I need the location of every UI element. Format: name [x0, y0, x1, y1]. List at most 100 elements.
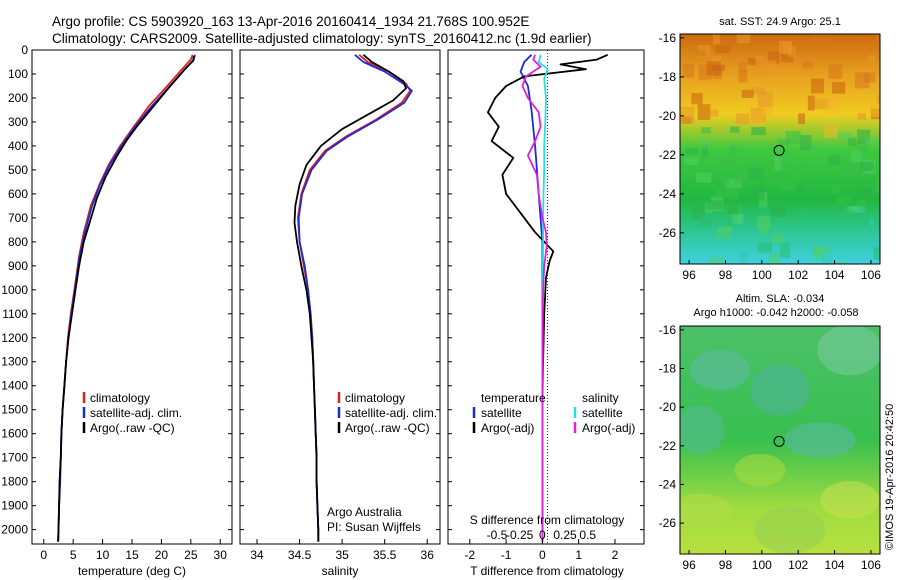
- x-tick-label: 35: [335, 548, 349, 562]
- sst-texture-cell: [840, 209, 854, 217]
- difference-lines: [486, 53, 609, 542]
- sst-texture-cell: [842, 163, 858, 177]
- x-tick-label: 5: [70, 548, 77, 562]
- map-y-tick-label: -22: [659, 148, 677, 162]
- x-tick-label: 2: [612, 548, 619, 562]
- sst-map: sat. SST: 24.9 Argo: 25.1 96 98 100 102 104 1…: [659, 16, 882, 282]
- sst-texture-cell: [728, 200, 738, 215]
- sst-texture-cell: [763, 60, 777, 71]
- sst-texture-cell: [695, 172, 712, 183]
- map-x-tick-label: 98: [719, 558, 733, 572]
- sst-texture-cell: [757, 242, 772, 253]
- x-tick-label: 25: [184, 548, 198, 562]
- sst-texture-cell: [800, 135, 812, 151]
- series-argo-raw-qc-: [57, 55, 195, 542]
- x-tick-label: 20: [155, 548, 169, 562]
- sst-texture-cell: [807, 95, 815, 111]
- depth-tick-label: 0: [21, 43, 28, 57]
- depth-tick-label: 1500: [1, 403, 28, 417]
- sla-texture-blob: [784, 422, 856, 458]
- sst-texture-cell: [810, 35, 819, 45]
- sst-texture-cell: [720, 176, 730, 187]
- legend-temperature-heading: temperature: [481, 391, 546, 405]
- sst-texture-cell: [709, 109, 719, 117]
- map-y-tick-label: -24: [659, 187, 677, 201]
- x-tick-label: 30: [214, 548, 228, 562]
- depth-tick-label: 900: [8, 259, 28, 273]
- sla-subtitle: Argo h1000: -0.042 h2000: -0.058: [693, 307, 858, 319]
- map-y-tick-label: -18: [659, 70, 677, 84]
- legend-argo: Argo(..raw -QC): [90, 421, 175, 435]
- sst-texture-cell: [748, 167, 764, 180]
- sla-texture-blob: [734, 453, 786, 487]
- sst-texture-cell: [796, 211, 812, 220]
- sst-texture-cell: [699, 213, 710, 228]
- map-x-tick-label: 104: [825, 558, 845, 572]
- sst-texture-cell: [851, 150, 862, 162]
- sst-texture-cell: [802, 61, 813, 69]
- x-tick-label: 35.5: [373, 548, 397, 562]
- series-satellite-adj-clim-: [57, 54, 196, 542]
- sst-texture-cell: [770, 203, 786, 218]
- series-temperature-argo-adj-: [486, 53, 609, 542]
- sst-texture-cell: [757, 91, 773, 107]
- legend-satellite: satellite-adj. clim.: [345, 406, 437, 420]
- sst-texture-cell: [739, 252, 748, 264]
- sst-texture-cell: [712, 64, 725, 71]
- sst-texture-cell: [738, 62, 747, 73]
- sst-title: sat. SST: 24.9 Argo: 25.1: [719, 16, 841, 28]
- sst-texture-cell: [768, 51, 780, 64]
- legend-t-argo: Argo(-adj): [481, 421, 534, 435]
- argo-location-marker: [773, 144, 785, 156]
- sst-texture-cell: [857, 113, 867, 120]
- depth-tick-label: 600: [8, 187, 28, 201]
- sst-texture-cell: [828, 64, 843, 79]
- sst-texture-cell: [724, 213, 733, 227]
- x-tick-label: 0: [539, 548, 546, 562]
- header-line1: Argo profile: CS 5903920_163 13-Apr-2016…: [52, 14, 530, 29]
- map-y-tick-label: -20: [659, 109, 677, 123]
- map-x-tick-label: 106: [861, 558, 881, 572]
- sst-texture-cell: [747, 58, 756, 65]
- sst-texture-cell: [847, 137, 857, 147]
- x-tick-label: 34.5: [288, 548, 312, 562]
- sst-texture-cell: [768, 253, 780, 264]
- map-y-tick-label: -26: [659, 516, 677, 530]
- series-temperature-satellite: [519, 54, 544, 542]
- sst-texture-cell: [701, 143, 708, 158]
- sla-texture-blob: [680, 405, 725, 455]
- sst-texture-cell: [697, 104, 711, 120]
- sst-texture-cell: [736, 34, 751, 44]
- sla-texture-blob: [817, 326, 880, 376]
- x-tick-label: 0: [40, 548, 47, 562]
- depth-tick-label: 800: [8, 235, 28, 249]
- sst-texture-cell: [730, 126, 740, 133]
- difference-x-axis: -2 -1 0 1 2: [464, 539, 619, 562]
- sla-x-axis: 96 98 100 102 104 106: [682, 550, 881, 572]
- salinity-lines: [293, 54, 413, 542]
- sst-texture-cell: [868, 54, 876, 62]
- difference-panel: [447, 49, 645, 545]
- depth-tick-label: 500: [8, 163, 28, 177]
- sst-texture-cell: [873, 217, 880, 227]
- map-y-tick-label: -18: [659, 362, 677, 376]
- depth-tick-label: 1800: [1, 475, 28, 489]
- sst-texture-cell: [838, 196, 850, 205]
- sst-texture-cell: [779, 242, 791, 259]
- salinity-panel: [239, 49, 441, 545]
- sst-texture-cell: [709, 257, 724, 264]
- sst-texture-cell: [797, 186, 805, 193]
- sst-texture-cell: [875, 177, 880, 193]
- sst-texture-cell: [750, 185, 765, 201]
- s-tick-label: 0.5: [579, 528, 596, 542]
- sst-texture-cell: [706, 200, 723, 210]
- s-tick-label: -0.25: [506, 528, 534, 542]
- map-y-tick-label: -22: [659, 439, 677, 453]
- sst-texture-cell: [725, 178, 742, 189]
- sst-texture-cell: [860, 161, 874, 171]
- series-climatology: [296, 54, 412, 542]
- legend-s-argo: Argo(-adj): [582, 421, 635, 435]
- series-satellite-adj-clim-: [297, 54, 413, 542]
- sst-texture-cell: [821, 211, 835, 219]
